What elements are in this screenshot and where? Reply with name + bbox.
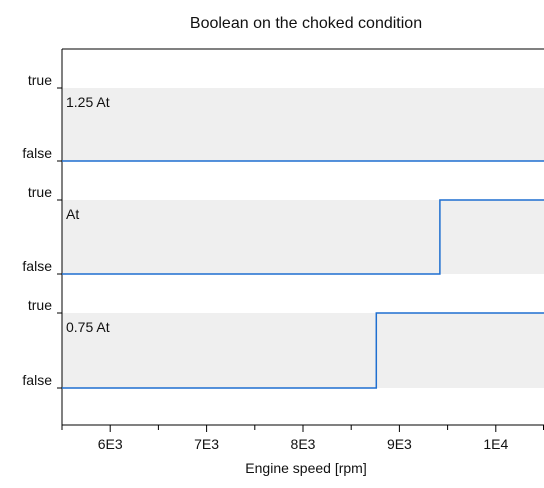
series-label-1: 1.25 At xyxy=(66,94,110,110)
x-tick-label-1E4: 1E4 xyxy=(483,436,508,452)
series-line-3 xyxy=(62,312,544,389)
band-1 xyxy=(62,88,544,161)
series-line-2 xyxy=(62,199,544,275)
chart-title: Boolean on the choked condition xyxy=(190,15,422,32)
x-axis-label: Engine speed [rpm] xyxy=(245,460,366,476)
x-tick-label-7E3: 7E3 xyxy=(194,436,219,452)
y-tick-label-false-3: false xyxy=(22,372,52,388)
y-tick-label-true-1: true xyxy=(28,72,52,88)
y-tick-label-false-1: false xyxy=(22,145,52,161)
series-label-2: At xyxy=(66,206,79,222)
axes-layer: true false true false true false 6E3 7E3 8E3 9E3 1… xyxy=(22,48,544,452)
y-tick-label-true-2: true xyxy=(28,184,52,200)
series-layer xyxy=(62,160,544,389)
labels-layer: 1.25 At At 0.75 At xyxy=(66,94,110,335)
bands-layer xyxy=(62,88,544,388)
x-tick-label-6E3: 6E3 xyxy=(98,436,123,452)
x-tick-label-8E3: 8E3 xyxy=(291,436,316,452)
x-tick-label-9E3: 9E3 xyxy=(387,436,412,452)
band-3 xyxy=(62,313,544,388)
y-tick-label-false-2: false xyxy=(22,258,52,274)
band-2 xyxy=(62,200,544,274)
series-label-3: 0.75 At xyxy=(66,319,110,335)
y-tick-label-true-3: true xyxy=(28,297,52,313)
